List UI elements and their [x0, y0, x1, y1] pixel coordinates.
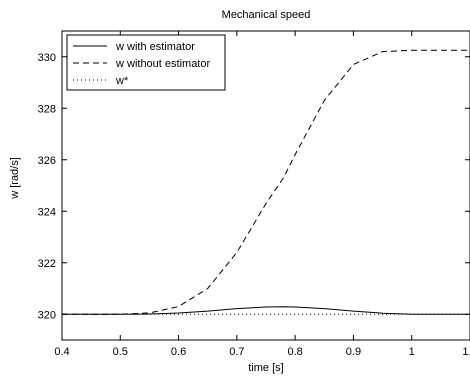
y-tick-label: 322 — [38, 258, 56, 270]
x-axis-label: time [s] — [248, 362, 283, 374]
y-tick-label: 326 — [38, 155, 56, 167]
legend: w with estimator w without estimator w* — [66, 34, 226, 91]
plot-layer: 0.4 0.5 0.6 0.7 0.8 0.9 1 1.1 320 322 324 326 328 330 — [38, 31, 470, 358]
series-with-estimator — [62, 306, 470, 315]
x-tick-label: 0.6 — [171, 346, 186, 358]
y-tick-label: 320 — [38, 309, 56, 321]
legend-label-without-estimator: w without estimator — [115, 58, 210, 70]
plot-frame — [61, 30, 470, 341]
series-without-estimator — [62, 49, 470, 315]
y-tick-label: 330 — [38, 52, 56, 64]
x-tick-label: 0.9 — [346, 346, 361, 358]
x-tick-label: 0.5 — [113, 346, 128, 358]
chart-title: Mechanical speed — [222, 9, 311, 21]
y-axis-label: w [rad/s] — [9, 157, 21, 200]
y-tick-label: 328 — [38, 103, 56, 115]
x-tick-label: 0.7 — [229, 346, 244, 358]
legend-label-with-estimator: w with estimator — [115, 41, 195, 53]
x-tick-label: 0.8 — [287, 346, 302, 358]
y-tick-label: 324 — [38, 206, 56, 218]
x-tick-label: 1 — [409, 346, 415, 358]
x-tick-label: 0.4 — [54, 346, 69, 358]
x-tick-label: 1.1 — [462, 346, 470, 358]
legend-label-reference: w* — [115, 75, 129, 87]
